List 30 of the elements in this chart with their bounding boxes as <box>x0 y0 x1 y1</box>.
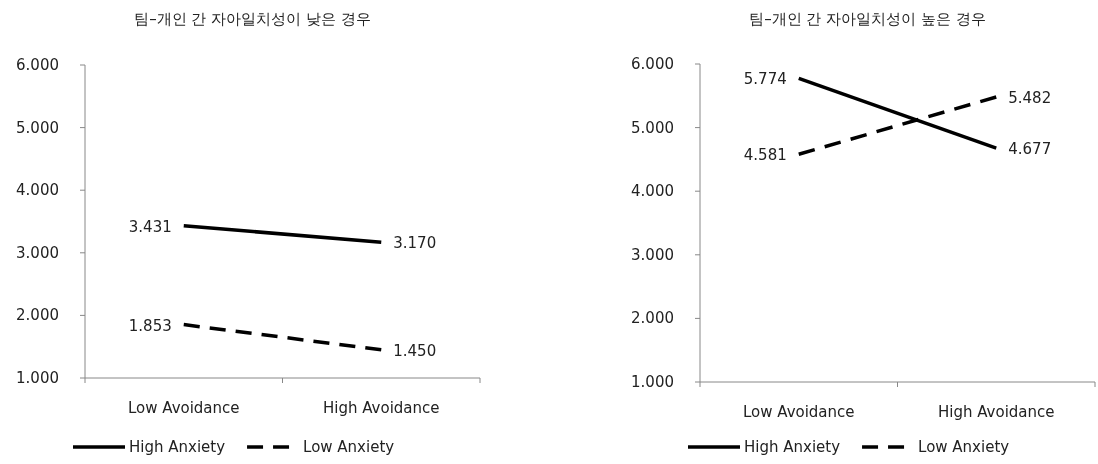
x-tick-label: Low Avoidance <box>127 399 240 417</box>
data-label: 5.774 <box>743 70 787 89</box>
legend-label: High Anxiety <box>129 438 226 456</box>
x-tick-label: High Avoidance <box>937 403 1055 421</box>
y-tick-label: 2.000 <box>631 309 674 328</box>
legend-label: High Anxiety <box>744 438 841 456</box>
legend-label: Low Anxiety <box>918 438 1010 456</box>
data-label: 3.431 <box>128 217 172 236</box>
y-tick-label: 4.000 <box>631 182 674 201</box>
chart-title: 팀–개인 간 자아일치성이 높은 경우 <box>749 10 986 28</box>
data-label: 4.581 <box>743 146 787 165</box>
data-label: 5.482 <box>1008 88 1052 107</box>
y-tick-label: 2.000 <box>16 306 59 325</box>
y-tick-label: 5.000 <box>631 118 674 137</box>
y-tick-label: 6.000 <box>16 56 59 74</box>
y-tick-label: 1.000 <box>16 369 59 387</box>
chart-title: 팀–개인 간 자아일치성이 낮은 경우 <box>134 10 371 28</box>
legend-label: Low Anxiety <box>303 438 395 456</box>
y-tick-label: 3.000 <box>16 243 59 262</box>
data-label: 3.170 <box>393 234 437 253</box>
y-tick-label: 5.000 <box>16 118 59 137</box>
y-tick-label: 4.000 <box>16 181 59 200</box>
y-tick-label: 1.000 <box>631 373 674 391</box>
y-tick-label: 3.000 <box>631 245 674 264</box>
data-label: 1.853 <box>128 316 172 335</box>
y-tick-label: 6.000 <box>631 55 674 73</box>
x-tick-label: High Avoidance <box>322 399 440 417</box>
data-label: 4.677 <box>1008 140 1052 159</box>
x-tick-label: Low Avoidance <box>742 403 855 421</box>
data-label: 1.450 <box>393 341 437 360</box>
